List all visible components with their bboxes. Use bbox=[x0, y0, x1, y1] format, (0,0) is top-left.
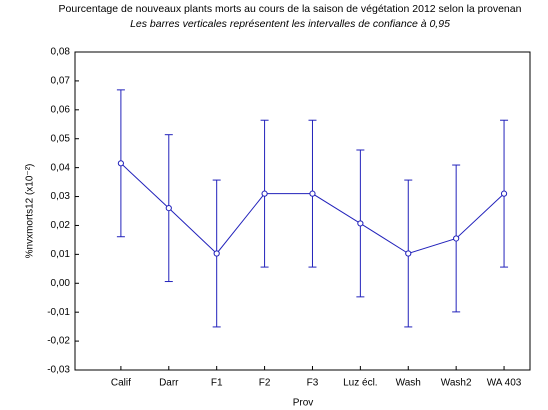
x-tick-label: F3 bbox=[307, 378, 319, 389]
x-tick-label: WA 403 bbox=[487, 378, 522, 389]
point bbox=[500, 190, 508, 197]
y-tick-label: 0,08 bbox=[51, 47, 71, 58]
x-tick-label: Darr bbox=[159, 378, 179, 389]
chart-subtitle: Les barres verticales représentent les i… bbox=[130, 18, 450, 30]
x-tick-label: Wash bbox=[396, 378, 421, 389]
chart-title: Pourcentage de nouveaux plants morts au … bbox=[59, 3, 522, 15]
point bbox=[117, 160, 124, 167]
y-tick-label: 0,03 bbox=[51, 191, 71, 202]
point bbox=[213, 250, 220, 257]
x-tick-label: F2 bbox=[259, 378, 271, 389]
y-axis-label: %nvxmorts12 (x10⁻²) bbox=[25, 164, 36, 259]
y-tick-label: 0,01 bbox=[51, 249, 71, 260]
point bbox=[357, 220, 364, 227]
x-axis-label: Prov bbox=[293, 398, 314, 409]
point bbox=[405, 250, 412, 257]
point bbox=[165, 205, 172, 212]
y-tick-label: -0,01 bbox=[47, 307, 70, 318]
x-tick-label: F1 bbox=[211, 378, 223, 389]
y-tick-label: 0,06 bbox=[51, 104, 71, 115]
y-tick-label: 0,04 bbox=[51, 162, 71, 173]
point bbox=[309, 190, 316, 197]
point bbox=[453, 235, 460, 242]
plot-frame bbox=[74, 51, 531, 371]
y-tick-label: 0,00 bbox=[51, 278, 71, 289]
x-tick-label: Wash2 bbox=[441, 378, 472, 389]
y-tick-label: -0,03 bbox=[47, 365, 70, 376]
y-tick-label: -0,02 bbox=[47, 336, 70, 347]
point bbox=[261, 190, 268, 197]
x-tick-label: Luz écl. bbox=[343, 378, 377, 389]
y-tick-label: 0,05 bbox=[51, 133, 71, 144]
y-tick-label: 0,07 bbox=[51, 76, 71, 87]
x-tick-label: Calif bbox=[111, 378, 131, 389]
y-tick-label: 0,02 bbox=[51, 220, 71, 231]
